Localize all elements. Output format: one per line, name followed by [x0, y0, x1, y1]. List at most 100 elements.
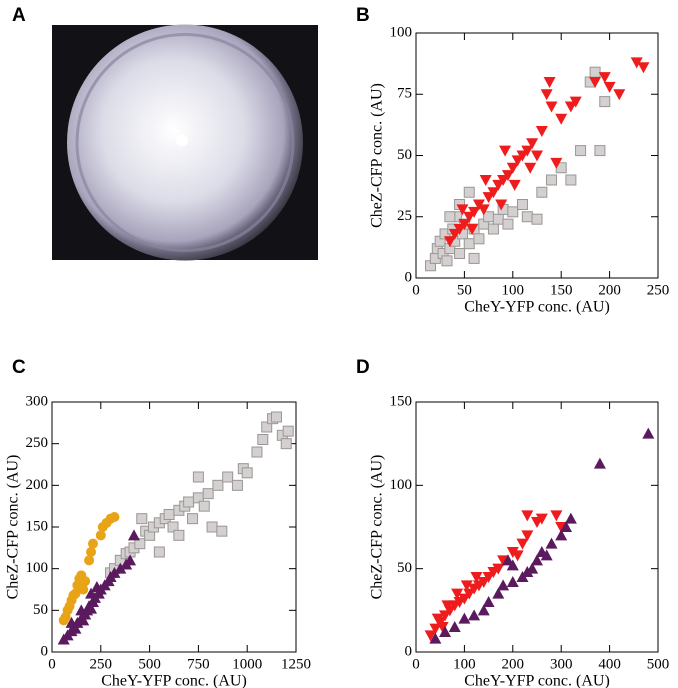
- point: [439, 626, 452, 637]
- point: [536, 186, 548, 198]
- x-tick-label: 500: [647, 656, 670, 672]
- point: [448, 621, 461, 632]
- plot-frame: [51, 401, 297, 653]
- point: [429, 632, 442, 644]
- point: [603, 81, 616, 93]
- point: [216, 525, 228, 537]
- y-tick-label: 300: [26, 393, 49, 409]
- x-tick-label: 1000: [232, 656, 262, 672]
- point: [565, 174, 577, 186]
- point: [212, 479, 224, 491]
- y-tick-label: 100: [26, 560, 49, 576]
- x-tick-label: 300: [550, 656, 573, 672]
- point: [69, 622, 82, 634]
- point: [598, 72, 611, 84]
- point: [540, 89, 553, 101]
- point: [453, 224, 466, 235]
- point: [70, 588, 81, 599]
- point: [202, 488, 214, 500]
- point: [87, 538, 98, 549]
- point: [516, 150, 529, 162]
- point: [593, 457, 606, 469]
- y-tick-label: 0: [405, 643, 413, 659]
- point: [492, 563, 505, 575]
- point: [257, 434, 269, 445]
- point: [431, 613, 444, 625]
- point: [506, 576, 519, 587]
- point: [487, 223, 499, 235]
- point: [545, 101, 558, 113]
- point: [444, 211, 456, 223]
- point: [206, 521, 218, 533]
- point: [85, 587, 98, 599]
- point: [492, 213, 504, 225]
- point: [507, 206, 519, 218]
- x-tick-label: 750: [187, 656, 210, 672]
- y-axis-label: CheZ-CFP conc. (AU): [369, 83, 386, 228]
- point: [261, 421, 273, 433]
- point: [555, 529, 568, 541]
- point: [134, 538, 146, 550]
- point: [594, 145, 606, 157]
- point: [599, 96, 611, 108]
- point: [545, 537, 558, 549]
- point: [477, 604, 490, 616]
- point: [448, 228, 461, 240]
- point: [192, 471, 204, 483]
- point: [521, 566, 534, 577]
- point: [560, 521, 573, 532]
- x-tick-label: 400: [598, 656, 621, 672]
- point: [441, 255, 453, 267]
- point: [173, 529, 185, 541]
- point: [508, 179, 521, 191]
- x-tick-label: 200: [502, 656, 525, 672]
- point: [77, 614, 90, 626]
- plot-frame: [415, 32, 659, 279]
- point: [569, 96, 582, 108]
- y-tick-label: 100: [390, 477, 413, 493]
- x-tick-label: 1250: [281, 656, 311, 672]
- x-tick-label: 0: [48, 656, 56, 672]
- point: [550, 510, 563, 522]
- point: [468, 252, 480, 264]
- point: [516, 199, 528, 210]
- point: [109, 512, 120, 522]
- point: [543, 77, 556, 88]
- point: [531, 150, 543, 162]
- point: [231, 479, 243, 491]
- x-tick-label: 250: [90, 656, 113, 672]
- y-tick-label: 75: [397, 86, 412, 102]
- point: [642, 427, 655, 439]
- y-tick-label: 150: [26, 518, 49, 534]
- y-axis-label: CheZ-CFP conc. (AU): [369, 455, 386, 600]
- point: [521, 211, 533, 223]
- point: [482, 596, 495, 607]
- y-tick-label: 25: [397, 208, 412, 224]
- point: [479, 175, 492, 186]
- x-tick-label: 50: [457, 282, 472, 298]
- point: [499, 145, 512, 157]
- point: [167, 521, 179, 533]
- point: [506, 162, 519, 174]
- x-axis-label: CheY-YFP conc. (AU): [464, 299, 610, 316]
- point: [482, 572, 495, 583]
- point: [451, 588, 464, 600]
- point: [501, 554, 514, 566]
- point: [501, 170, 514, 182]
- point: [506, 547, 519, 558]
- point: [511, 550, 524, 562]
- point: [270, 411, 282, 423]
- x-tick-label: 0: [412, 656, 420, 672]
- plot-frame: [415, 401, 659, 653]
- point: [108, 566, 121, 578]
- point: [487, 187, 500, 199]
- point: [546, 174, 558, 186]
- point: [468, 609, 481, 621]
- point: [470, 572, 483, 583]
- point: [436, 622, 449, 633]
- x-tick-label: 500: [138, 656, 161, 672]
- x-tick-label: 100: [453, 656, 476, 672]
- point: [497, 175, 510, 186]
